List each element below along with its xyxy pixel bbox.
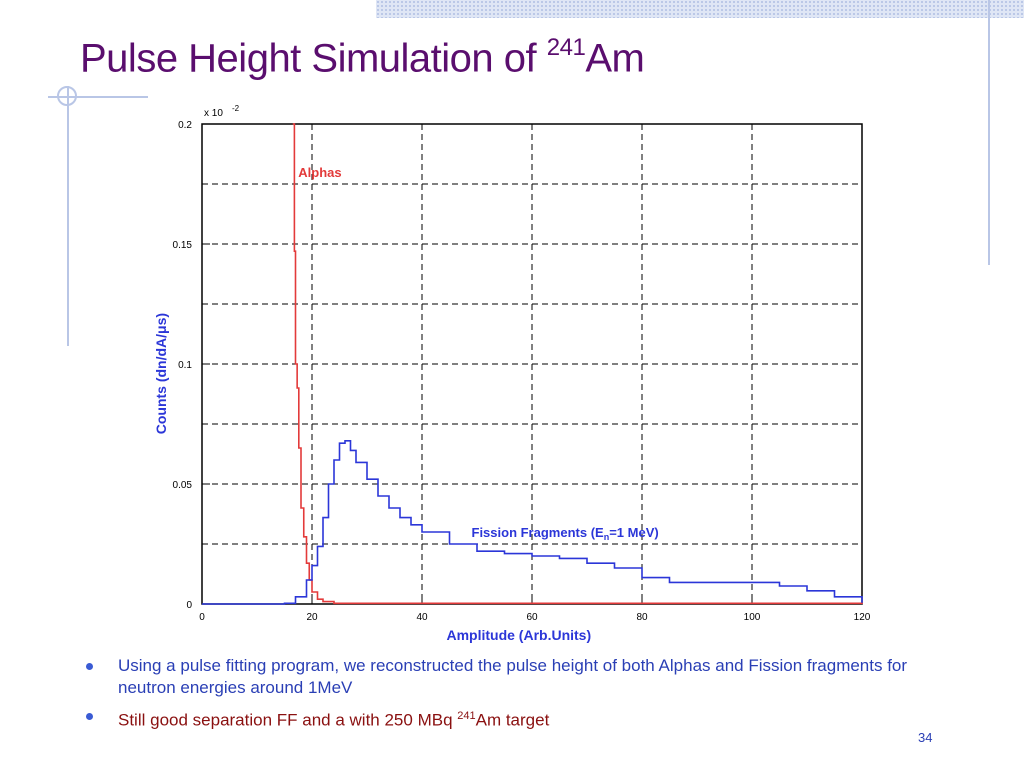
slide-title-main: Pulse Height Simulation of xyxy=(80,36,547,81)
page-number: 34 xyxy=(918,730,933,745)
bullet-item-2: Still good separation FF and a with 250 … xyxy=(86,705,946,732)
x-axis-label: Amplitude (Arb.Units) xyxy=(446,627,591,643)
annotation-text: Fission Fragments (E xyxy=(472,525,605,540)
annotation-text: Alphas xyxy=(298,165,341,180)
y-tick-label: 0.05 xyxy=(173,480,193,491)
x-tick-label: 120 xyxy=(854,612,871,623)
decorative-line-left xyxy=(67,86,69,346)
bullet-marker-icon xyxy=(86,663,93,670)
y-tick-label: 0.1 xyxy=(178,360,192,371)
annotation-fission-fragments: Fission Fragments (En=1 MeV) xyxy=(472,525,659,542)
slide-title: Pulse Height Simulation of 241Am xyxy=(80,34,645,81)
decorative-line-horizontal xyxy=(48,96,218,98)
bullet-text-2-post: Am target xyxy=(475,710,550,730)
bullet-marker-icon xyxy=(86,713,93,720)
x-tick-label: 40 xyxy=(416,612,428,623)
bullet-item-1: Using a pulse fitting program, we recons… xyxy=(86,655,946,699)
slide-title-tail: Am xyxy=(585,36,645,81)
series-line-alphas xyxy=(292,123,863,605)
x-tick-label: 100 xyxy=(744,612,761,623)
x-tick-label: 20 xyxy=(306,612,318,623)
decorative-line-right xyxy=(988,0,990,265)
decorative-dot-band xyxy=(376,0,1024,18)
decorative-circle xyxy=(57,86,77,106)
bullet-text-2-pre: Still good separation FF and a with 250 … xyxy=(118,710,458,730)
annotation-subscript: n xyxy=(604,532,610,542)
y-tick-label: 0.2 xyxy=(178,120,192,131)
bullet-text-2-sup: 241 xyxy=(457,710,476,722)
y-multiplier-exponent: -2 xyxy=(232,104,240,113)
y-tick-label: 0 xyxy=(186,600,192,611)
bullet-list: Using a pulse fitting program, we recons… xyxy=(86,655,946,738)
bullet-text-1: Using a pulse fitting program, we recons… xyxy=(118,656,908,697)
pulse-height-chart: 0 20 40 60 80 100 120 0 0.05 0.1 0.15 0.2 x 10 -2 Ampl… xyxy=(148,96,874,646)
x-tick-label: 60 xyxy=(526,612,538,623)
annotation-tail: =1 MeV) xyxy=(609,525,659,540)
x-tick-label: 80 xyxy=(636,612,648,623)
y-tick-label: 0.15 xyxy=(173,240,193,251)
x-tick-label: 0 xyxy=(199,612,205,623)
y-axis-label: Counts (dn/dA/μs) xyxy=(153,313,169,434)
annotation-alphas: Alphas xyxy=(298,165,341,180)
y-multiplier-label: x 10 xyxy=(204,108,223,119)
series-line-fission-fragments xyxy=(202,440,863,605)
slide-title-superscript: 241 xyxy=(546,34,586,61)
